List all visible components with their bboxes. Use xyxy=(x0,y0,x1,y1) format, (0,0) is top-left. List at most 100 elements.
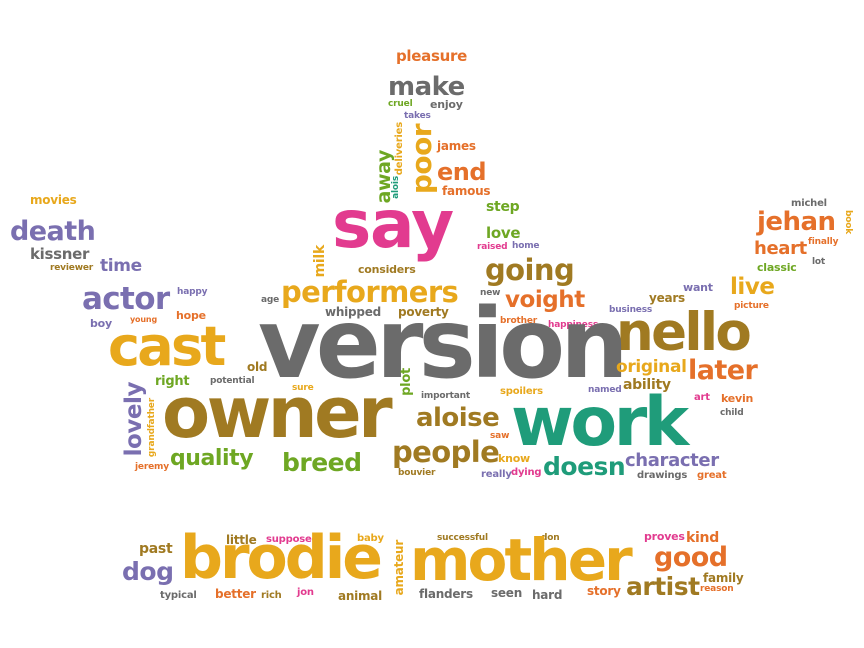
word-drawings: drawings xyxy=(637,470,688,481)
word-kissner: kissner xyxy=(30,245,90,263)
word-named: named xyxy=(588,385,622,395)
word-past: past xyxy=(139,541,173,557)
word-jehan: jehan xyxy=(757,207,836,237)
word-proves: proves xyxy=(644,530,685,543)
word-typical: typical xyxy=(160,590,197,601)
word-work: work xyxy=(511,383,689,462)
word-love: love xyxy=(486,224,521,242)
word-brodie: brodie xyxy=(180,523,383,593)
word-character: character xyxy=(625,450,719,471)
word-actor: actor xyxy=(82,281,170,317)
word-jon: jon xyxy=(297,587,314,598)
word-classic: classic xyxy=(757,261,797,274)
word-sure: sure xyxy=(292,383,314,393)
word-rich: rich xyxy=(261,590,282,601)
word-lovely: lovely xyxy=(121,382,147,457)
word-hard: hard xyxy=(532,588,563,602)
word-takes: takes xyxy=(404,111,431,121)
word-whipped: whipped xyxy=(325,305,381,319)
word-happiness: happiness xyxy=(548,320,599,330)
word-nello: nello xyxy=(616,302,752,363)
word-version: version xyxy=(258,288,629,400)
word-original: original xyxy=(616,357,687,377)
word-know: know xyxy=(498,452,530,465)
word-better: better xyxy=(215,587,256,601)
word-pleasure: pleasure xyxy=(396,47,467,65)
word-plot: plot xyxy=(399,368,414,396)
word-deliveries: deliveries xyxy=(394,122,405,176)
word-boy: boy xyxy=(90,317,112,330)
word-owner: owner xyxy=(162,372,393,454)
word-don: don xyxy=(541,533,560,543)
word-reviewer: reviewer xyxy=(50,263,94,273)
word-aloise: aloise xyxy=(416,403,500,433)
word-baby: baby xyxy=(357,533,384,544)
word-people: people xyxy=(392,435,500,469)
word-great: great xyxy=(697,470,727,481)
word-right: right xyxy=(155,374,190,389)
word-animal: animal xyxy=(338,589,383,603)
word-supposed: supposed xyxy=(266,534,319,545)
word-james: james xyxy=(437,139,476,153)
word-successful: successful xyxy=(437,533,488,543)
word-performers: performers xyxy=(281,275,459,309)
word-end: end xyxy=(437,158,487,186)
word-finally: finally xyxy=(808,237,839,247)
word-live: live xyxy=(730,274,775,300)
word-little: little xyxy=(226,533,257,547)
word-flanders: flanders xyxy=(419,587,473,601)
word-book: book xyxy=(843,210,853,235)
word-happy: happy xyxy=(177,287,208,297)
word-cast: cast xyxy=(108,315,226,378)
word-years: years xyxy=(649,291,685,305)
word-potential: potential xyxy=(210,376,255,386)
word-new: new xyxy=(480,288,501,298)
word-art: art xyxy=(694,392,710,403)
word-want: want xyxy=(683,281,713,294)
word-dying: dying xyxy=(511,467,542,478)
word-enjoy: enjoy xyxy=(430,98,463,111)
word-home: home xyxy=(512,241,540,251)
word-movies: movies xyxy=(30,193,77,207)
word-bouvier: bouvier xyxy=(398,468,436,478)
word-step: step xyxy=(486,199,520,215)
word-hope: hope xyxy=(176,309,206,322)
word-mother: mother xyxy=(410,526,633,594)
word-important: important xyxy=(421,391,470,401)
word-quality: quality xyxy=(170,446,254,471)
word-saw: saw xyxy=(490,431,510,441)
word-story: story xyxy=(587,584,621,598)
word-going: going xyxy=(485,253,575,287)
word-really: really xyxy=(481,469,512,480)
word-lot: lot xyxy=(812,257,826,267)
word-ability: ability xyxy=(623,377,671,393)
word-poverty: poverty xyxy=(398,305,449,319)
word-age: age xyxy=(261,295,280,305)
word-good: good xyxy=(654,542,728,573)
word-family: family xyxy=(703,571,744,585)
word-considers: considers xyxy=(358,263,416,276)
word-amateur: amateur xyxy=(392,540,406,596)
word-michel: michel xyxy=(791,198,827,209)
word-make: make xyxy=(388,72,465,102)
word-famous: famous xyxy=(442,184,491,198)
word-young: young xyxy=(130,315,158,324)
word-cruel: cruel xyxy=(388,99,413,109)
word-brother: brother xyxy=(500,316,538,326)
word-time: time xyxy=(100,256,142,276)
word-dog: dog xyxy=(122,557,174,586)
word-death: death xyxy=(10,216,96,247)
word-child: child xyxy=(720,408,744,418)
word-later: later xyxy=(688,355,758,386)
word-kind: kind xyxy=(686,530,719,546)
word-milk: milk xyxy=(312,245,328,278)
word-spoilers: spoilers xyxy=(500,386,543,397)
word-breed: breed xyxy=(282,448,362,477)
word-business: business xyxy=(609,305,653,315)
word-picture: picture xyxy=(734,301,769,311)
word-artist: artist xyxy=(626,572,700,601)
word-raised: raised xyxy=(477,242,508,252)
word-jeremy: jeremy xyxy=(135,462,169,472)
word-seen: seen xyxy=(491,586,523,600)
